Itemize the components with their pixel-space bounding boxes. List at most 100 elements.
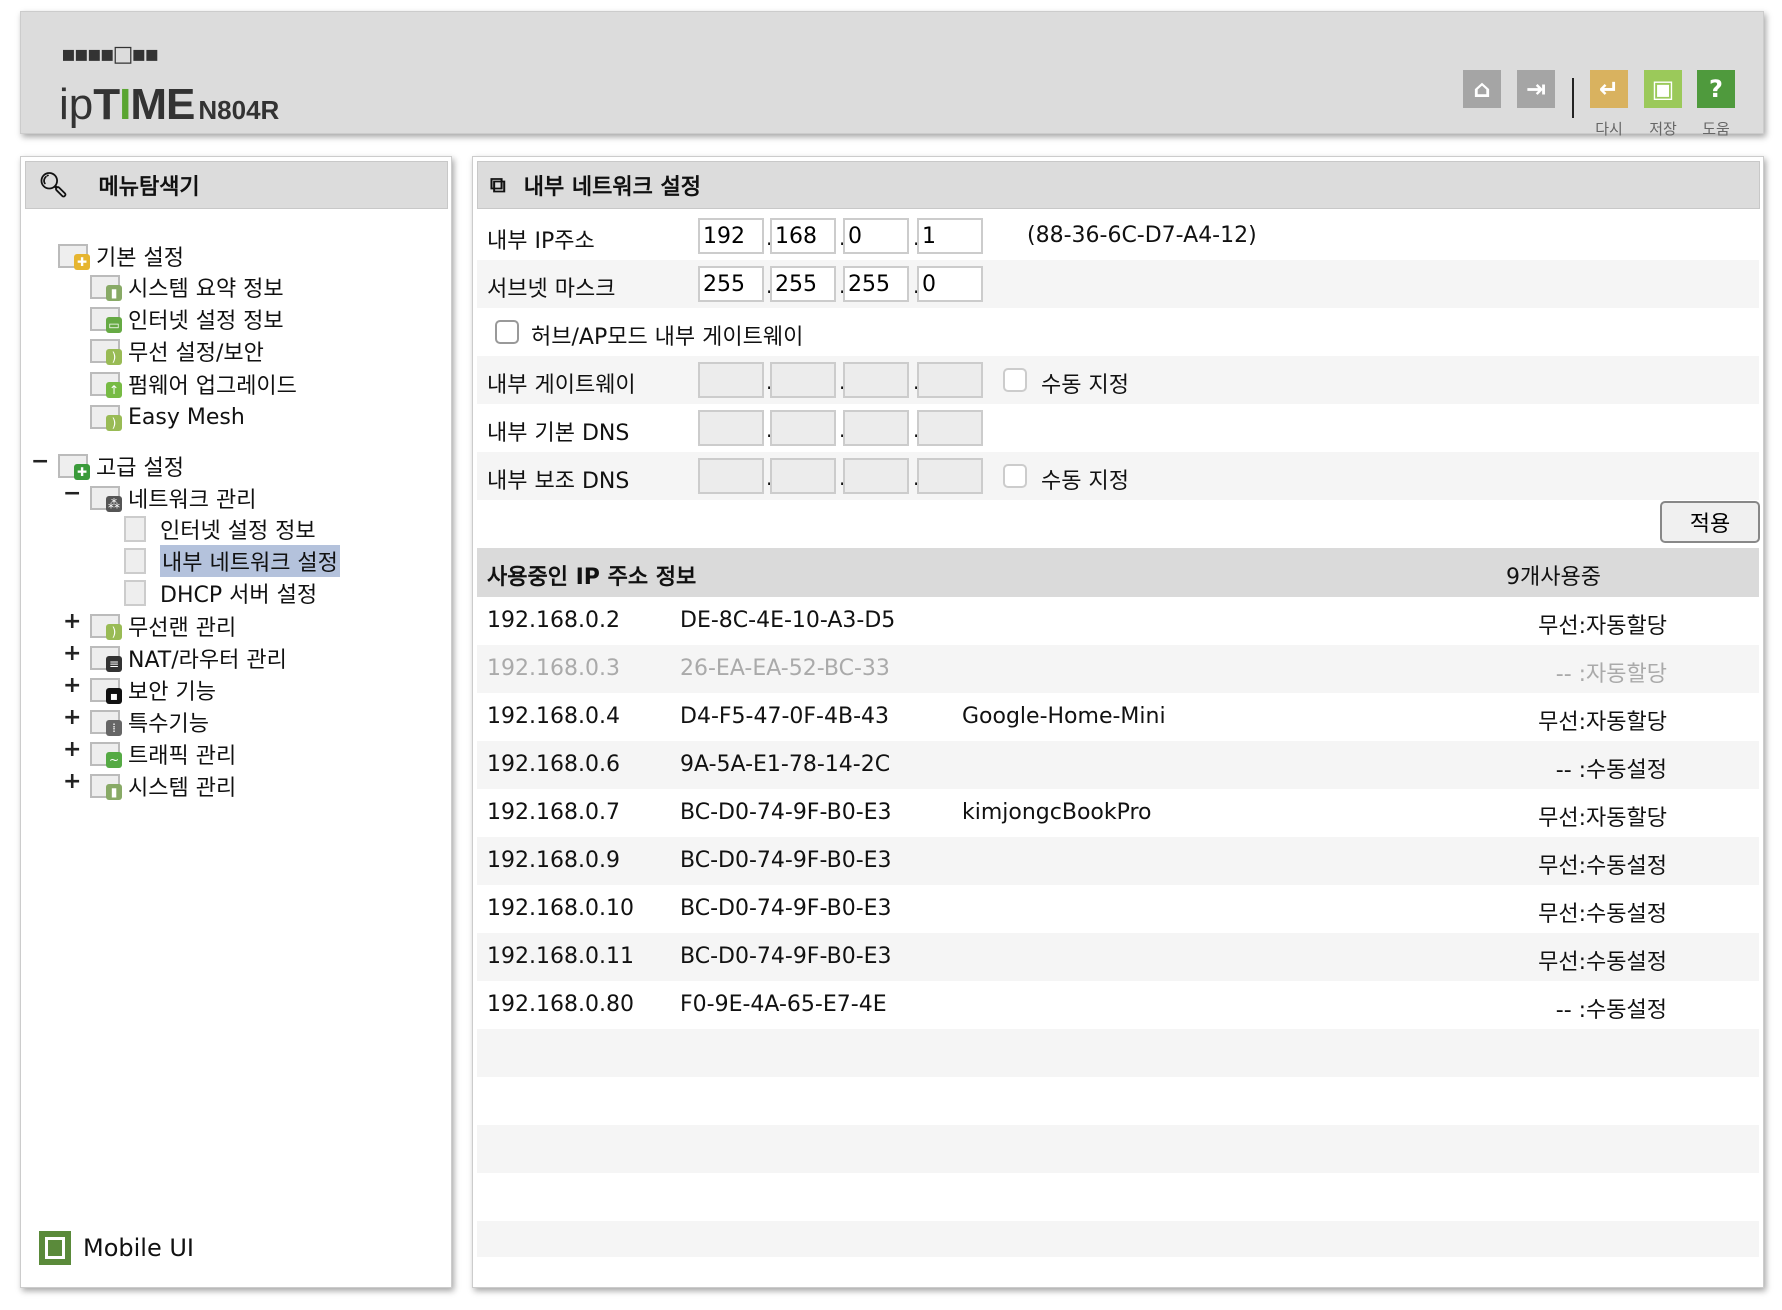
tree-internal-network-settings[interactable]: 내부 네트워크 설정 [124, 545, 340, 577]
gw-octet-1[interactable] [698, 362, 764, 398]
ip-octet-1[interactable] [698, 218, 764, 254]
table-row: 192.168.0.9 BC-D0-74-9F-B0-E3 무선:수동설정 [477, 837, 1759, 885]
table-row: 192.168.0.4 D4-F5-47-0F-4B-43 Google-Home-… [477, 693, 1759, 741]
dns1-octet-1[interactable] [698, 410, 764, 446]
collapse-toggle[interactable]: − [63, 481, 82, 506]
tree-wireless-lan[interactable]: ) 무선랜 관리 [90, 611, 236, 641]
page-icon [124, 516, 146, 542]
help-button[interactable]: ? [1697, 70, 1735, 108]
ip-octet-4[interactable] [917, 218, 983, 254]
tree-label: 네트워크 관리 [128, 488, 257, 513]
expand-toggle[interactable]: + [63, 769, 82, 794]
mask-octet-3[interactable] [843, 266, 909, 302]
tree-nat-router[interactable]: ≡ NAT/라우터 관리 [90, 643, 287, 673]
ip-table-title: 사용중인 IP 주소 정보 [487, 565, 697, 590]
dns2-octet-1[interactable] [698, 458, 764, 494]
ip-in-use-count: 9개사용중 [1506, 565, 1601, 590]
expand-toggle[interactable]: + [63, 705, 82, 730]
gw-octet-3[interactable] [843, 362, 909, 398]
subnet-mask-label: 서브넷 마스크 [487, 277, 616, 302]
folder-settings-icon: ✚ [58, 454, 90, 480]
mask-octet-4[interactable] [917, 266, 983, 302]
folder-settings-icon: ✚ [58, 244, 90, 270]
dns2-octet-4[interactable] [917, 458, 983, 494]
model-name: N804R [198, 95, 280, 125]
mac-cell: D4-F5-47-0F-4B-43 [680, 704, 890, 729]
tree-label: 펌웨어 업그레이드 [128, 374, 297, 399]
ip-cell: 192.168.0.80 [487, 992, 634, 1017]
tree-network-management[interactable]: ⁂ 네트워크 관리 [90, 483, 256, 513]
tree-internet-settings-info[interactable]: 인터넷 설정 정보 [124, 514, 316, 544]
logo-dots: ▪▪▪▪□▪▪ [61, 42, 159, 67]
ip-cell: 192.168.0.10 [487, 896, 634, 921]
empty-table-row [477, 1029, 1759, 1077]
hub-ap-label: 허브/AP모드 내부 게이트웨이 [531, 325, 804, 350]
table-row: 192.168.0.10 BC-D0-74-9F-B0-E3 무선:수동설정 [477, 885, 1759, 933]
expand-toggle[interactable]: + [63, 673, 82, 698]
home-button[interactable]: ⌂ [1463, 70, 1501, 108]
hostname-cell: Google-Home-Mini [962, 704, 1166, 729]
dns1-octet-2[interactable] [770, 410, 836, 446]
iptime-logo: ipTIME N804R [59, 80, 280, 129]
tree-firmware-upgrade[interactable]: ↑ 펌웨어 업그레이드 [90, 369, 297, 399]
tree-easy-mesh[interactable]: ) Easy Mesh [90, 402, 245, 432]
dns2-manual-checkbox[interactable] [1003, 464, 1027, 488]
gw-octet-4[interactable] [917, 362, 983, 398]
reload-button[interactable]: ↵ [1590, 70, 1628, 108]
help-icon: ? [1709, 75, 1723, 103]
tree-system-summary[interactable]: ▮ 시스템 요약 정보 [90, 272, 284, 302]
wifi-icon: ) [90, 339, 122, 365]
tree-security[interactable]: ▪ 보안 기능 [90, 675, 216, 705]
reload-label: 다시 [1595, 120, 1623, 138]
traffic-chart-icon: ~ [90, 742, 122, 768]
hub-ap-checkbox[interactable] [495, 320, 519, 344]
connection-type-cell: 무선:자동할당 [1538, 614, 1667, 639]
connection-type-cell: 무선:자동할당 [1538, 806, 1667, 831]
tree-advanced-settings[interactable]: ✚ 고급 설정 [58, 451, 184, 481]
tree-internet-info[interactable]: ▭ 인터넷 설정 정보 [90, 304, 284, 334]
connection-type-cell: 무선:수동설정 [1538, 902, 1667, 927]
logout-button[interactable]: ⇥ [1517, 70, 1555, 108]
gw-manual-checkbox[interactable] [1003, 368, 1027, 392]
lock-icon: ▪ [90, 678, 122, 704]
mobile-ui-link[interactable]: Mobile UI [39, 1231, 194, 1265]
wifi-icon: ) [90, 614, 122, 640]
dns2-octet-3[interactable] [843, 458, 909, 494]
collapse-toggle[interactable]: − [31, 449, 50, 474]
tree-dhcp-server-settings[interactable]: DHCP 서버 설정 [124, 578, 317, 608]
dns1-octet-3[interactable] [843, 410, 909, 446]
mask-octet-1[interactable] [698, 266, 764, 302]
tree-label: 무선 설정/보안 [128, 341, 264, 366]
mask-octet-2[interactable] [770, 266, 836, 302]
ip-cell: 192.168.0.4 [487, 704, 620, 729]
ip-octet-2[interactable] [770, 218, 836, 254]
network-icon: ⁂ [90, 486, 122, 512]
menu-explorer-panel: 🔍︎ 메뉴탐색기 ✚ 기본 설정 ▮ 시스템 요약 정보 ▭ 인터넷 설정 정보 ) 무… [20, 156, 452, 1288]
grid-icon: ⁞ [90, 710, 122, 736]
tree-system-management[interactable]: ▮ 시스템 관리 [90, 771, 236, 801]
help-label: 도움 [1702, 120, 1730, 138]
menu-explorer-header: 🔍︎ 메뉴탐색기 [25, 161, 448, 209]
home-icon: ⌂ [1473, 75, 1491, 103]
gateway-row: 내부 게이트웨이 . . . 수동 지정 [477, 356, 1759, 404]
dns2-octet-2[interactable] [770, 458, 836, 494]
empty-table-row [477, 1125, 1759, 1173]
expand-toggle[interactable]: + [63, 609, 82, 634]
ip-cell: 192.168.0.6 [487, 752, 620, 777]
gw-octet-2[interactable] [770, 362, 836, 398]
save-button[interactable]: ▣ [1644, 70, 1682, 108]
tree-wireless-security[interactable]: ) 무선 설정/보안 [90, 336, 264, 366]
tree-label: DHCP 서버 설정 [160, 583, 318, 608]
expand-toggle[interactable]: + [63, 641, 82, 666]
dns1-octet-4[interactable] [917, 410, 983, 446]
tree-label: 시스템 관리 [128, 776, 237, 801]
apply-button[interactable]: 적용 [1660, 501, 1760, 543]
tree-special-functions[interactable]: ⁞ 특수기능 [90, 707, 209, 737]
ip-address-label: 내부 IP주소 [487, 229, 595, 254]
expand-toggle[interactable]: + [63, 737, 82, 762]
tree-traffic[interactable]: ~ 트래픽 관리 [90, 739, 236, 769]
chart-icon: ▮ [90, 275, 122, 301]
ip-cell: 192.168.0.3 [487, 656, 620, 681]
tree-basic-settings[interactable]: ✚ 기본 설정 [58, 241, 184, 271]
ip-octet-3[interactable] [843, 218, 909, 254]
